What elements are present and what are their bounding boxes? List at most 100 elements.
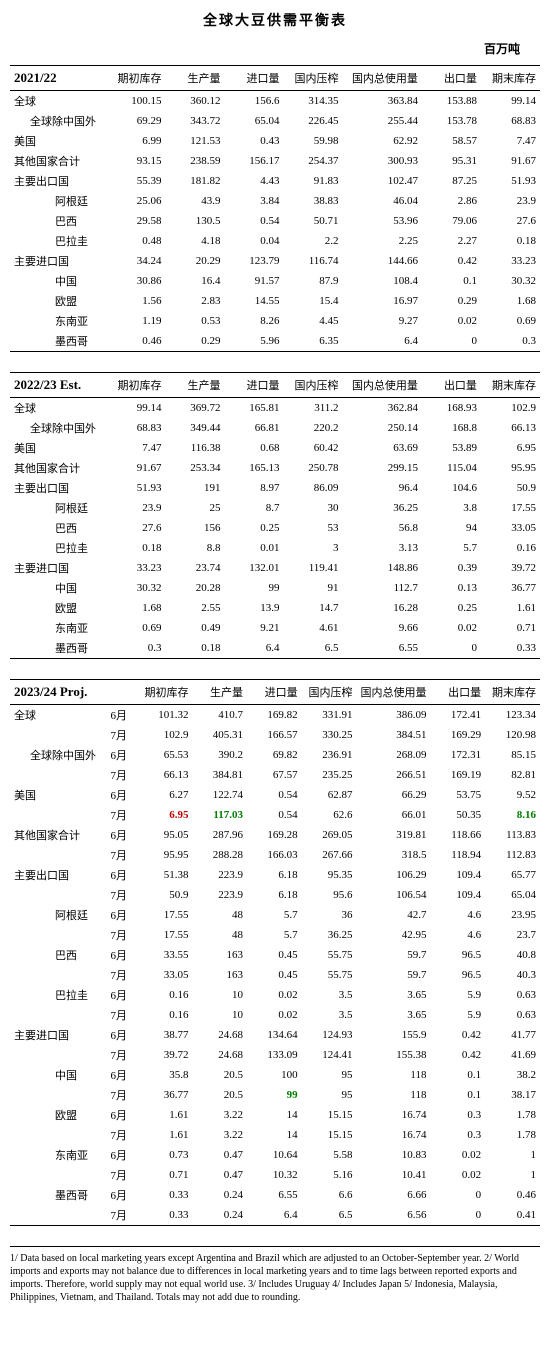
data-cell: 6.99 (107, 131, 166, 151)
data-cell: 14 (247, 1125, 302, 1145)
table-row: 7月36.7720.599951180.138.17 (10, 1085, 540, 1105)
data-cell: 0.45 (247, 965, 302, 985)
table-row: 其他国家合计93.15238.59156.17254.37300.9395.31… (10, 151, 540, 171)
data-cell: 5.58 (302, 1145, 357, 1165)
data-cell: 1.68 (107, 598, 166, 618)
data-cell: 0.69 (107, 618, 166, 638)
month-cell: 6月 (100, 785, 138, 805)
table-row: 全球除中国外6月65.53390.269.82236.91268.09172.3… (10, 745, 540, 765)
data-cell: 5.7 (422, 538, 481, 558)
data-cell: 6.4 (343, 331, 422, 352)
data-cell: 3.22 (192, 1125, 247, 1145)
data-cell: 0.46 (485, 1185, 540, 1205)
table-row: 中国6月35.820.5100951180.138.2 (10, 1065, 540, 1085)
data-cell: 0.54 (225, 211, 284, 231)
table-row: 墨西哥0.460.295.966.356.400.3 (10, 331, 540, 352)
data-cell: 7.47 (481, 131, 540, 151)
data-cell: 91.67 (481, 151, 540, 171)
data-cell: 51.93 (107, 478, 166, 498)
data-cell: 14 (247, 1105, 302, 1125)
data-cell: 0.69 (481, 311, 540, 331)
table-row: 巴西6月33.551630.4555.7559.796.540.8 (10, 945, 540, 965)
data-cell: 2.83 (166, 291, 225, 311)
data-cell: 99.14 (481, 91, 540, 112)
column-header: 国内压榨 (284, 373, 343, 398)
month-cell: 7月 (100, 925, 138, 945)
data-cell: 3.8 (422, 498, 481, 518)
table-row: 中国30.3220.289991112.70.1336.77 (10, 578, 540, 598)
data-cell: 330.25 (302, 725, 357, 745)
data-cell: 169.28 (247, 825, 302, 845)
month-cell: 6月 (100, 1065, 138, 1085)
data-cell: 5.7 (247, 905, 302, 925)
table-row: 7月95.95288.28166.03267.66318.5118.94112.… (10, 845, 540, 865)
data-cell: 102.47 (343, 171, 422, 191)
section-name: 2021/22 (10, 66, 107, 91)
data-cell: 6.56 (357, 1205, 431, 1226)
data-cell: 172.31 (431, 745, 486, 765)
data-cell: 118.94 (431, 845, 486, 865)
data-cell: 3.22 (192, 1105, 247, 1125)
data-cell: 66.29 (357, 785, 431, 805)
data-cell: 16.28 (343, 598, 422, 618)
data-cell: 56.8 (343, 518, 422, 538)
data-cell: 60.42 (284, 438, 343, 458)
data-cell: 106.29 (357, 865, 431, 885)
table-row: 主要出口国6月51.38223.96.1895.35106.29109.465.… (10, 865, 540, 885)
row-label (10, 1005, 100, 1025)
data-cell: 318.5 (357, 845, 431, 865)
table-row: 巴拉圭6月0.16100.023.53.655.90.63 (10, 985, 540, 1005)
data-cell: 39.72 (138, 1045, 193, 1065)
table-row: 全球除中国外69.29343.7265.04226.45255.44153.78… (10, 111, 540, 131)
row-label: 美国 (10, 131, 107, 151)
data-cell: 55.75 (302, 945, 357, 965)
data-cell: 168.8 (422, 418, 481, 438)
month-cell: 6月 (100, 1145, 138, 1165)
table-row: 美国6月6.27122.740.5462.8766.2953.759.52 (10, 785, 540, 805)
data-cell: 109.4 (431, 865, 486, 885)
data-cell: 116.74 (284, 251, 343, 271)
data-cell: 10.32 (247, 1165, 302, 1185)
data-cell: 0 (422, 331, 481, 352)
month-cell: 6月 (100, 745, 138, 765)
column-header: 国内总使用量 (343, 66, 422, 91)
table-row: 美国6.99121.530.4359.9862.9258.577.47 (10, 131, 540, 151)
data-cell: 4.18 (166, 231, 225, 251)
table-row: 阿根廷23.9258.73036.253.817.55 (10, 498, 540, 518)
data-cell: 53.96 (343, 211, 422, 231)
data-cell: 48 (192, 925, 247, 945)
month-cell: 7月 (100, 1205, 138, 1226)
data-cell: 2.55 (166, 598, 225, 618)
data-cell: 331.91 (302, 705, 357, 726)
table-row: 主要进口国34.2420.29123.79116.74144.660.4233.… (10, 251, 540, 271)
data-cell: 8.26 (225, 311, 284, 331)
row-label: 东南亚 (10, 1145, 100, 1165)
data-cell: 172.41 (431, 705, 486, 726)
data-cell: 55.39 (107, 171, 166, 191)
data-cell: 15.15 (302, 1125, 357, 1145)
table-row: 巴拉圭0.484.180.042.22.252.270.18 (10, 231, 540, 251)
row-label: 巴西 (10, 945, 100, 965)
data-cell: 0.45 (247, 945, 302, 965)
data-cell: 20.5 (192, 1065, 247, 1085)
data-cell: 17.55 (138, 905, 193, 925)
row-label: 阿根廷 (10, 905, 100, 925)
data-cell: 15.4 (284, 291, 343, 311)
data-cell: 10.83 (357, 1145, 431, 1165)
data-cell: 5.9 (431, 1005, 486, 1025)
table-row: 墨西哥0.30.186.46.56.5500.33 (10, 638, 540, 659)
data-cell: 59.98 (284, 131, 343, 151)
data-cell: 112.83 (485, 845, 540, 865)
row-label: 墨西哥 (10, 638, 107, 659)
data-cell: 405.31 (192, 725, 247, 745)
row-label: 美国 (10, 438, 107, 458)
data-cell: 4.45 (284, 311, 343, 331)
data-cell: 0 (431, 1205, 486, 1226)
data-cell: 1.56 (107, 291, 166, 311)
data-cell: 0.29 (422, 291, 481, 311)
data-cell: 99.14 (107, 398, 166, 419)
data-cell: 23.9 (107, 498, 166, 518)
unit-label: 百万吨 (10, 40, 540, 57)
column-header: 出口量 (422, 66, 481, 91)
data-cell: 1.78 (485, 1125, 540, 1145)
